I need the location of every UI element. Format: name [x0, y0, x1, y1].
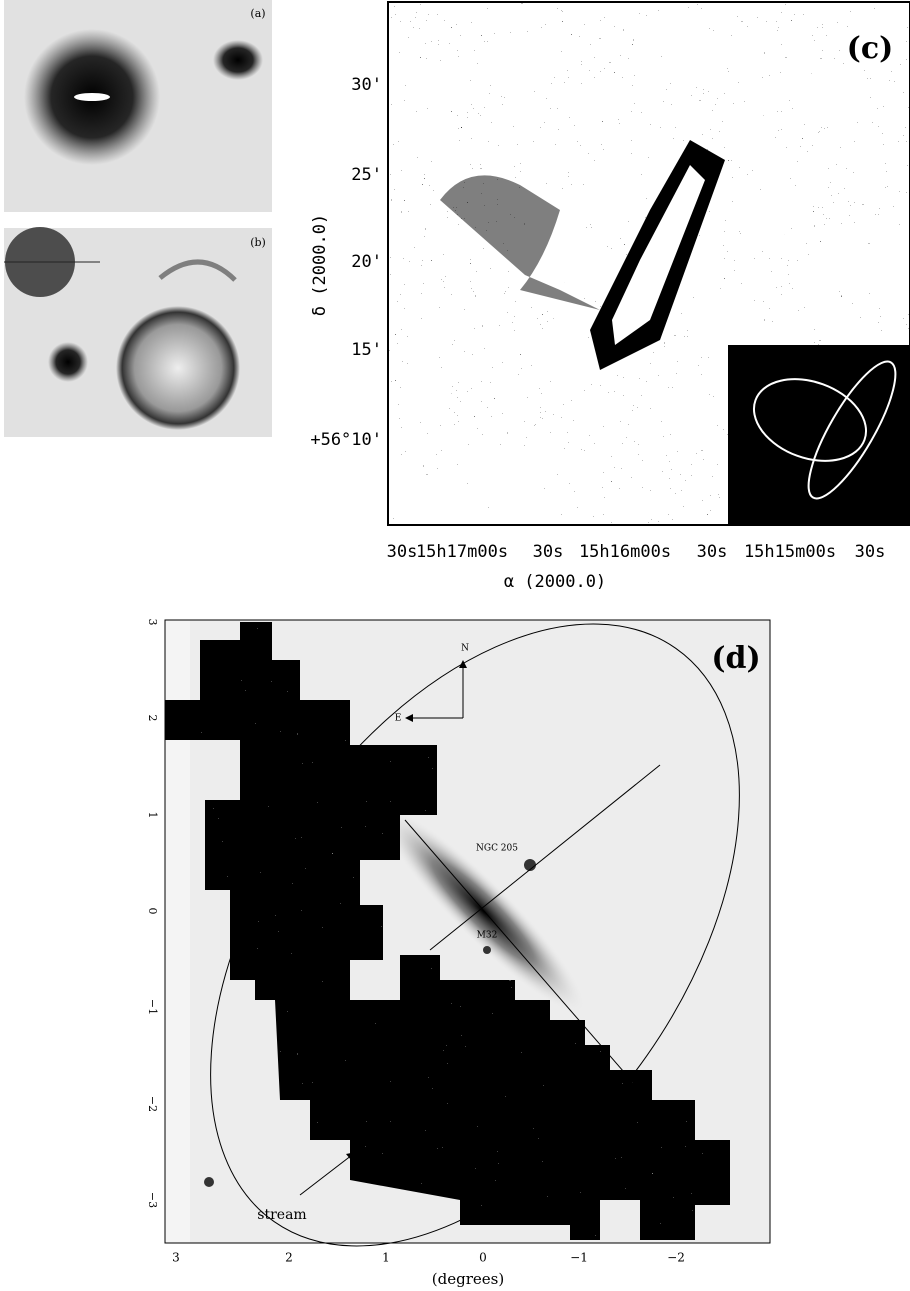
- y-tick-label: +56°10': [310, 430, 382, 450]
- star-mask: [792, 72, 839, 120]
- y-tick-label: 20': [351, 252, 382, 272]
- x-tick-label: 30s: [855, 542, 886, 562]
- star-mask: [678, 395, 709, 425]
- star-mask: [871, 233, 910, 280]
- star-mask: [682, 103, 709, 129]
- x-tick-label: 30s: [697, 542, 728, 562]
- star-mask: [388, 151, 406, 172]
- annotation: M32: [477, 931, 498, 941]
- x-tick-label: 15h17m00s: [416, 542, 508, 562]
- star-mask: [447, 309, 468, 330]
- star-mask: [388, 106, 405, 138]
- star-mask: [755, 223, 785, 254]
- annotation: E: [395, 714, 402, 724]
- x-tick-label: 2: [285, 1251, 293, 1265]
- star-mask: [433, 64, 467, 98]
- star-mask: [388, 61, 410, 85]
- star-mask: [512, 34, 557, 79]
- panel-label: (a): [250, 7, 265, 20]
- star-mask: [508, 381, 525, 398]
- x-tick-label: 15h16m00s: [579, 542, 671, 562]
- star-mask: [723, 110, 774, 161]
- star-mask: [402, 366, 452, 416]
- star-mask: [395, 429, 409, 444]
- star-mask: [399, 179, 415, 195]
- y-tick-label: 25': [351, 165, 382, 185]
- star-mask: [584, 466, 603, 485]
- panel-label: (b): [250, 236, 266, 249]
- star-mask: [429, 480, 467, 518]
- x-tick-label: −1: [570, 1251, 588, 1265]
- star-mask: [812, 234, 867, 288]
- y-tick-label: 0: [146, 908, 159, 915]
- y-tick-label: 1: [146, 812, 159, 819]
- x-tick-label: 0: [479, 1251, 487, 1265]
- x-tick-label: 1: [382, 1251, 390, 1265]
- star-mask: [820, 315, 851, 346]
- x-tick-label: 3: [172, 1251, 180, 1265]
- star-mask: [388, 467, 419, 502]
- y-tick-label: 15': [351, 340, 382, 360]
- star-mask: [576, 399, 606, 430]
- axis-title: δ (2000.0): [310, 214, 330, 316]
- panel-d: (d) (degrees): [164, 619, 771, 1288]
- axis-title: (degrees): [432, 1270, 504, 1288]
- y-tick-label: 3: [146, 619, 159, 626]
- star-mask: [440, 141, 470, 170]
- star-mask: [546, 313, 589, 356]
- star-mask: [821, 266, 836, 280]
- star-mask: [735, 190, 778, 234]
- annotation: stream: [257, 1207, 306, 1223]
- x-tick-label: 15h15m00s: [744, 542, 836, 562]
- star-mask: [738, 33, 761, 56]
- y-tick-label: 2: [146, 715, 159, 722]
- star-mask: [584, 165, 639, 220]
- star-mask: [884, 275, 910, 305]
- y-tick-label: 30': [351, 75, 382, 95]
- star-mask: [877, 2, 910, 29]
- panel-label: (c): [847, 31, 894, 66]
- x-tick-label: −2: [667, 1251, 685, 1265]
- y-tick-label: −3: [146, 1192, 159, 1208]
- star-mask: [436, 218, 458, 240]
- axis-title: α (2000.0): [504, 572, 606, 592]
- panel-c: (c) δ (2000.0) α (2000.0): [310, 1, 910, 592]
- star-mask: [616, 503, 644, 525]
- panel-b: (b): [4, 227, 272, 437]
- annotation: N: [461, 644, 469, 654]
- x-tick-label: 30s: [533, 542, 564, 562]
- star-mask: [786, 36, 818, 68]
- star-mask: [521, 153, 541, 173]
- star-mask: [517, 441, 559, 484]
- star-mask: [552, 353, 591, 393]
- y-tick-label: −2: [146, 1096, 159, 1112]
- star-mask: [686, 36, 726, 77]
- star-mask: [559, 230, 584, 255]
- star-mask: [581, 103, 602, 125]
- star-mask: [395, 509, 423, 525]
- annotation: NGC 205: [476, 844, 518, 854]
- panel-a: (a): [4, 0, 272, 212]
- star-mask: [500, 484, 553, 525]
- star-mask: [630, 188, 646, 204]
- y-tick-label: −1: [146, 999, 159, 1015]
- panel-label: (d): [711, 641, 760, 676]
- star-mask: [538, 152, 553, 166]
- x-tick-label: 30s: [387, 542, 418, 562]
